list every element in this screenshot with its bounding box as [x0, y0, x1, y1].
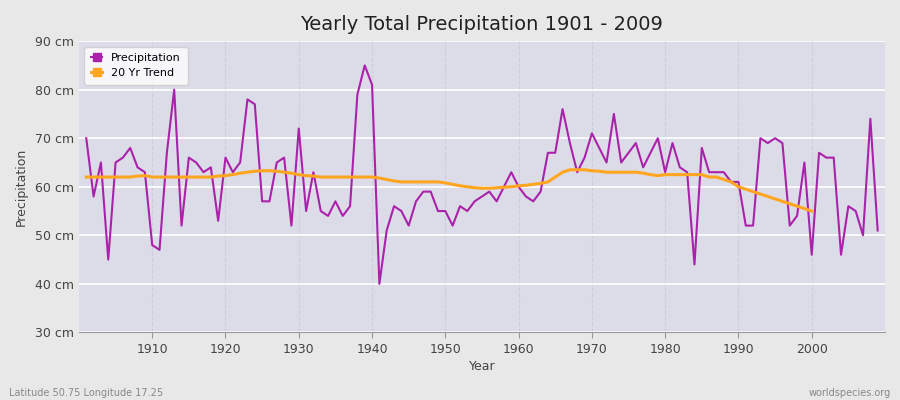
Text: Latitude 50.75 Longitude 17.25: Latitude 50.75 Longitude 17.25	[9, 388, 163, 398]
Precipitation	[520, 194, 531, 199]
20 Yr Trend	[454, 183, 465, 188]
Precipitation	[140, 170, 150, 174]
Legend: Precipitation, 20 Yr Trend: Precipitation, 20 Yr Trend	[85, 47, 187, 85]
20 Yr Trend	[564, 167, 575, 172]
Precipitation	[616, 160, 626, 165]
20 Yr Trend	[81, 175, 92, 180]
Precipitation	[528, 199, 539, 204]
Precipitation	[872, 228, 883, 233]
Precipitation	[359, 63, 370, 68]
Y-axis label: Precipitation: Precipitation	[15, 148, 28, 226]
Line: Precipitation: Precipitation	[86, 65, 878, 284]
Title: Yearly Total Precipitation 1901 - 2009: Yearly Total Precipitation 1901 - 2009	[301, 15, 663, 34]
Precipitation	[345, 204, 356, 208]
20 Yr Trend	[777, 199, 788, 204]
20 Yr Trend	[513, 183, 524, 188]
Line: 20 Yr Trend: 20 Yr Trend	[86, 170, 812, 211]
20 Yr Trend	[220, 173, 231, 178]
20 Yr Trend	[249, 169, 260, 174]
20 Yr Trend	[755, 192, 766, 196]
Precipitation	[301, 209, 311, 214]
20 Yr Trend	[806, 209, 817, 214]
Text: worldspecies.org: worldspecies.org	[809, 388, 891, 398]
X-axis label: Year: Year	[469, 360, 495, 373]
Precipitation	[81, 136, 92, 141]
Precipitation	[374, 282, 385, 286]
